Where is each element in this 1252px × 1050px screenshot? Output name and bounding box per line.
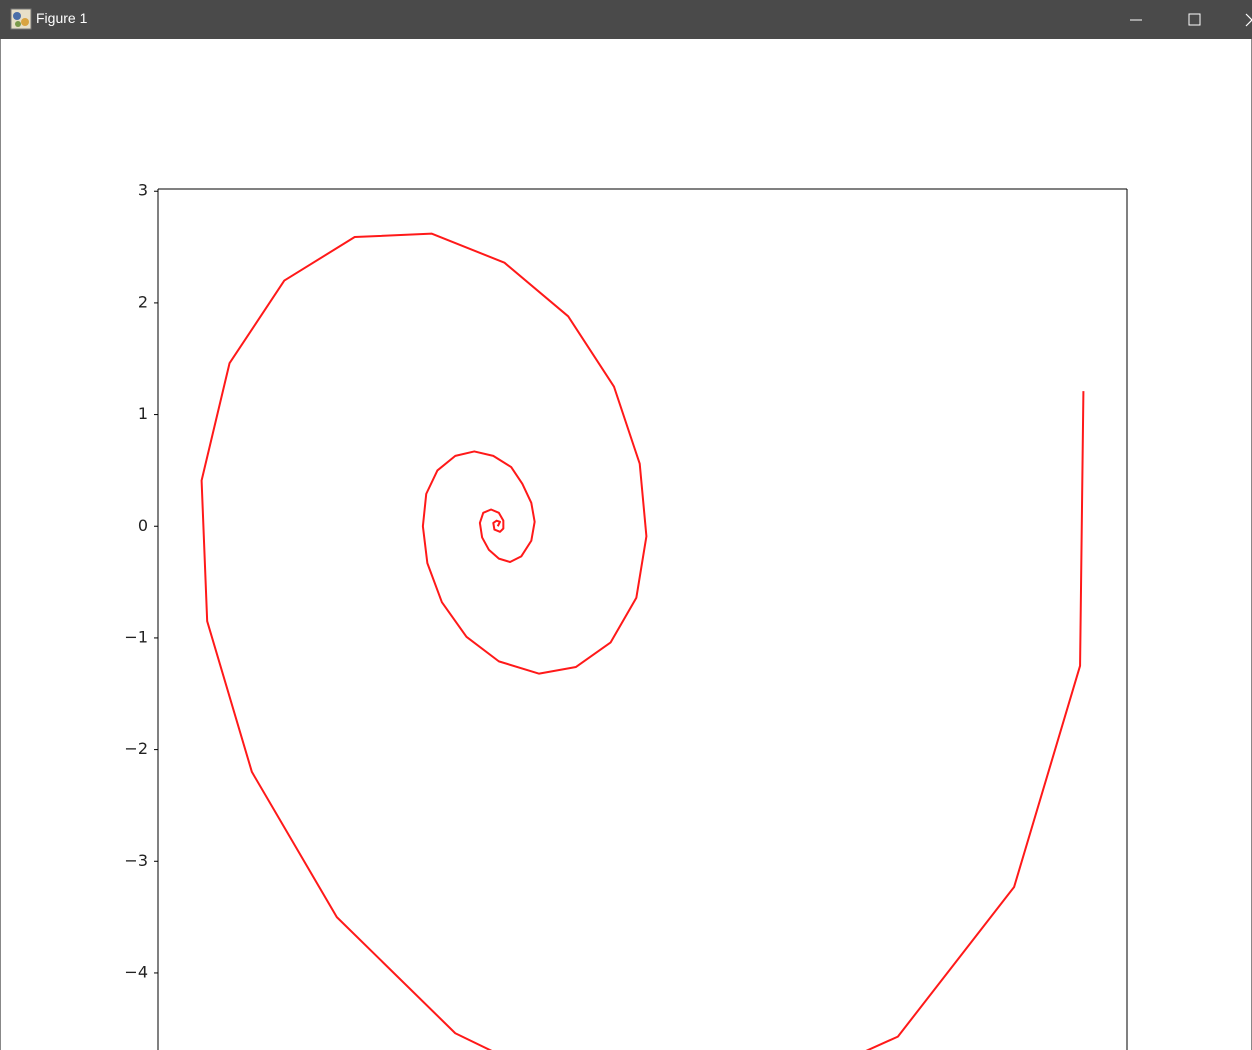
y-tick-label: −4 <box>124 962 148 981</box>
y-tick-label: −3 <box>124 851 148 870</box>
y-tick-label: 2 <box>138 292 148 311</box>
window-controls <box>1130 13 1252 27</box>
y-tick-label: 3 <box>138 181 148 200</box>
figure-canvas: −4 −3 −2 −1 0 1 2 3 <box>0 39 1252 1050</box>
chart: −4 −3 −2 −1 0 1 2 3 <box>124 181 1128 1050</box>
window-title: Figure 1 <box>36 10 88 26</box>
y-tick-label: −2 <box>124 739 148 758</box>
y-tick-label: 0 <box>138 516 148 535</box>
line-series <box>200 232 1085 1050</box>
maximize-button[interactable] <box>1188 13 1201 26</box>
y-tick-label: −1 <box>124 627 148 646</box>
app-icon <box>10 8 32 30</box>
plot-area <box>200 232 1085 1050</box>
y-tick-label: 1 <box>138 404 148 423</box>
close-button[interactable] <box>1245 13 1252 27</box>
title-bar: Figure 1 <box>0 0 1252 39</box>
